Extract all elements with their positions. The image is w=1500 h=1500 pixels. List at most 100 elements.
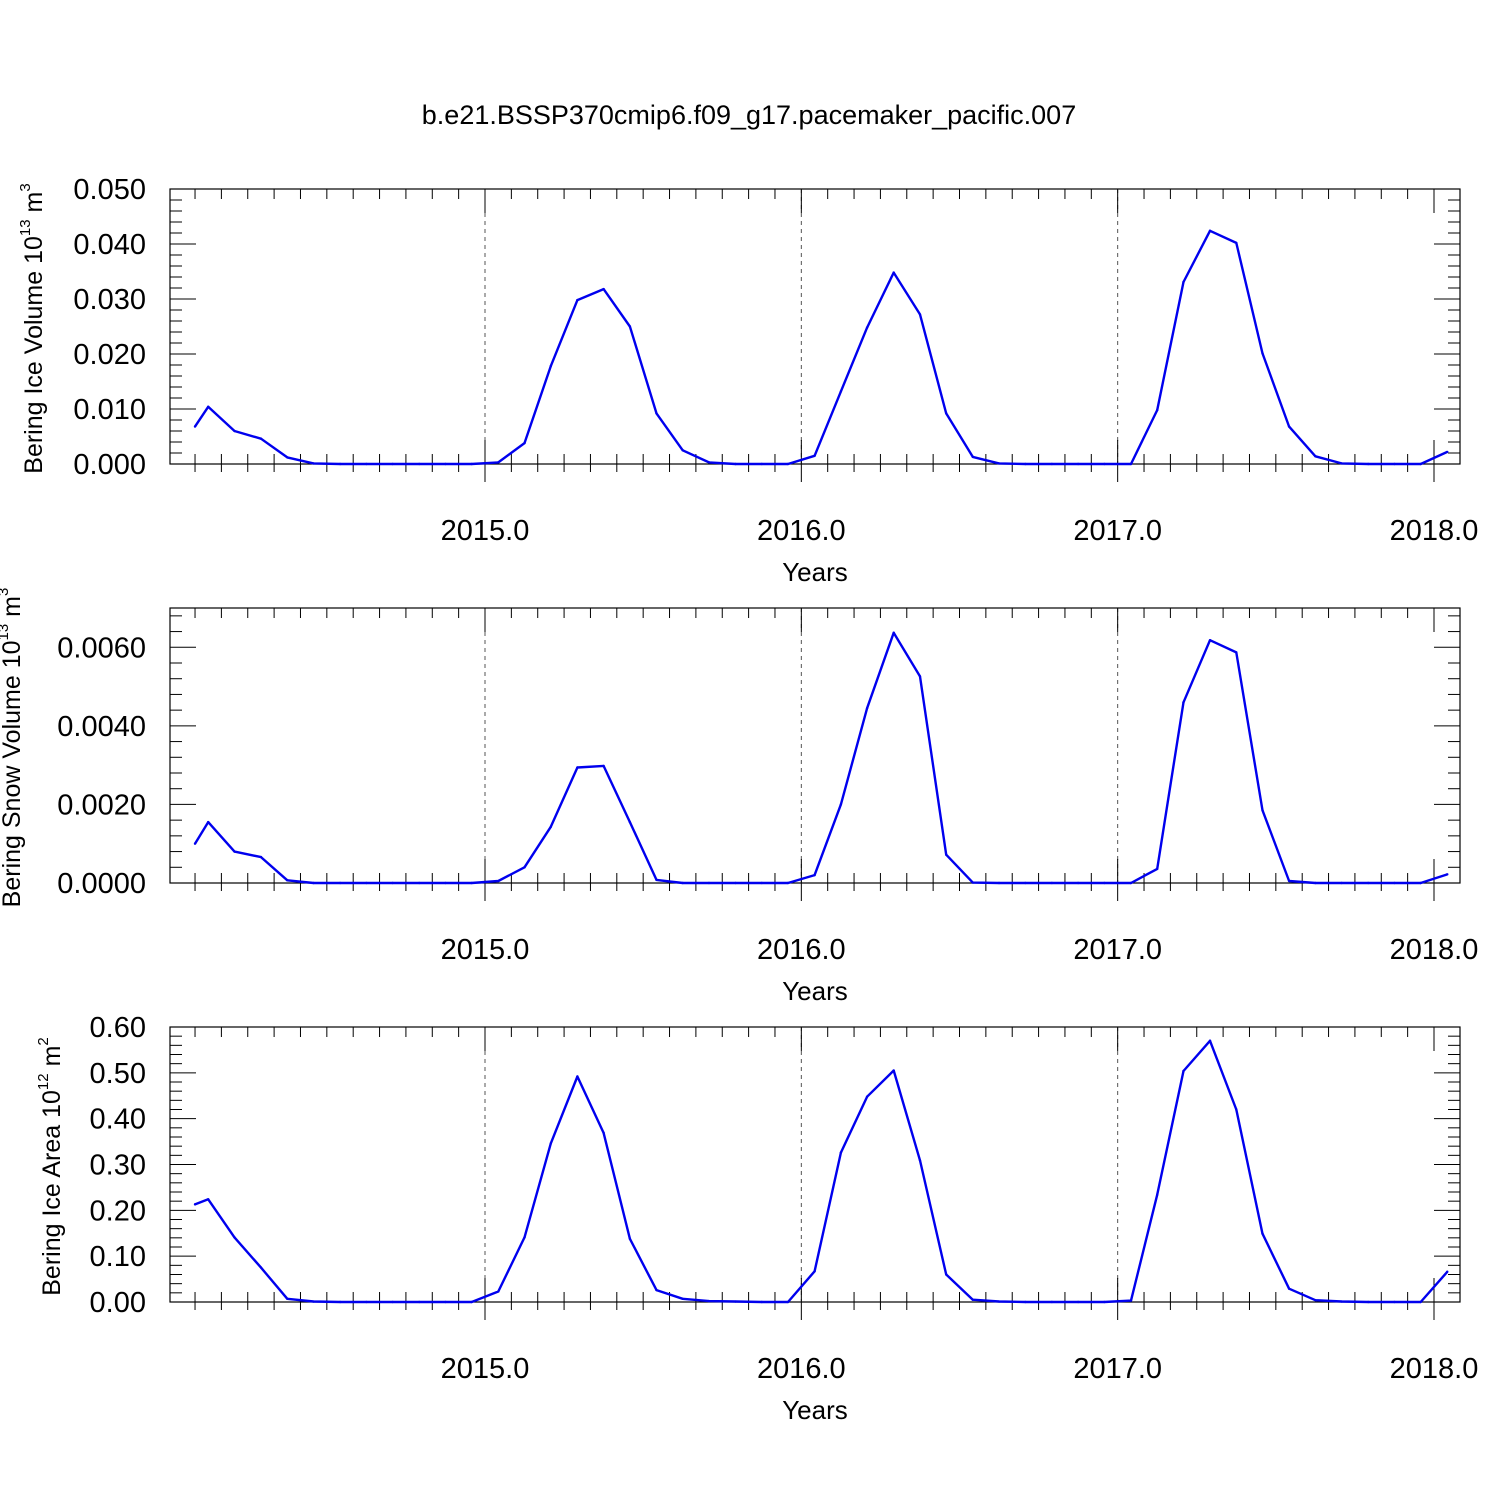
data-point: [760, 462, 763, 466]
data-point: [602, 764, 605, 768]
y-tick-label: 0.020: [73, 339, 146, 371]
data-point: [207, 405, 210, 408]
data-point: [813, 873, 816, 877]
y-axis-label-unit: m: [38, 1046, 66, 1074]
data-point: [1208, 639, 1212, 642]
y-tick-label: 0.30: [90, 1150, 146, 1182]
data-point: [786, 881, 790, 885]
data-point: [1340, 881, 1343, 885]
data-point: [549, 825, 552, 829]
data-point: [207, 1198, 210, 1201]
y-tick-label: 0.0060: [57, 632, 146, 664]
data-point: [1208, 1039, 1212, 1042]
data-point: [997, 1300, 1001, 1303]
data-point: [655, 878, 658, 882]
data-point: [1103, 462, 1106, 466]
data-point: [1156, 867, 1159, 871]
data-point: [1235, 1108, 1238, 1111]
data-point: [707, 461, 711, 464]
panel-3: 0.00 0.10 0.20 0.30 0.40 0.50 0.60 2015.0 2016.0…: [35, 1012, 1478, 1425]
data-point: [971, 1298, 974, 1301]
data-point: [1287, 425, 1291, 428]
data-point: [391, 1300, 394, 1304]
data-point: [233, 429, 236, 433]
x-axis-label: Years: [782, 976, 848, 1006]
y-axis-label-unit: m: [20, 192, 48, 220]
data-point: [865, 1095, 869, 1098]
data-point: [497, 1290, 500, 1293]
data-point: [918, 1159, 922, 1162]
data-point: [193, 425, 197, 428]
x-tick-label: 2017.0: [1073, 934, 1162, 966]
x-tick-label: 2015.0: [441, 934, 530, 966]
y-tick-label: 0.050: [73, 174, 146, 206]
data-point: [418, 1300, 421, 1304]
data-point: [1340, 1300, 1343, 1303]
data-point: [576, 1075, 579, 1078]
data-point: [918, 675, 922, 678]
data-point: [1393, 881, 1396, 885]
data-point: [233, 850, 236, 853]
data-point: [444, 462, 447, 466]
data-point: [523, 1236, 526, 1239]
data-point: [576, 766, 579, 769]
data-point: [1314, 1298, 1317, 1302]
panel-1: 0.000 0.010 0.020 0.030 0.040 0.050 2015.0 2016…: [17, 174, 1478, 587]
data-point: [1182, 1069, 1185, 1073]
data-point: [1340, 462, 1343, 465]
x-tick-label: 2017.0: [1073, 515, 1162, 547]
data-point: [338, 1300, 342, 1304]
data-point: [338, 881, 342, 885]
x-tick-label: 2016.0: [757, 1353, 846, 1385]
data-point: [365, 462, 368, 466]
data-point: [734, 881, 737, 885]
data-point: [523, 866, 526, 869]
data-point: [760, 881, 763, 885]
data-point: [1393, 1300, 1396, 1304]
data-point: [602, 1131, 605, 1135]
data-point: [365, 1300, 368, 1304]
data-point: [971, 881, 974, 884]
data-point: [1419, 1300, 1422, 1304]
data-point: [1235, 241, 1238, 245]
x-tick-label: 2016.0: [757, 934, 846, 966]
data-point: [892, 631, 895, 634]
data-point: [1050, 462, 1054, 466]
data-point: [207, 820, 210, 824]
y-axis-label-exponent: 12: [35, 1073, 52, 1090]
x-tick-label: 2018.0: [1390, 934, 1479, 966]
data-point: [1129, 462, 1133, 466]
data-point: [707, 1299, 711, 1303]
data-point: [892, 271, 895, 274]
data-point: [813, 454, 816, 457]
data-point: [365, 881, 368, 885]
data-point: [1156, 408, 1159, 412]
data-point: [1208, 229, 1212, 232]
y-tick-label: 0.20: [90, 1195, 146, 1227]
data-point: [839, 1151, 843, 1154]
x-tick-label: 2018.0: [1390, 515, 1479, 547]
data-point: [1235, 651, 1238, 654]
y-axis-label-unit-exponent: 2: [35, 1037, 52, 1045]
data-point: [233, 1236, 236, 1239]
data-point: [418, 462, 421, 466]
y-tick-label: 0.0000: [57, 868, 146, 900]
data-point: [971, 455, 974, 459]
y-axis-label-exponent: 13: [0, 624, 12, 641]
data-point: [1419, 462, 1422, 466]
data-point: [497, 461, 500, 464]
data-point: [1287, 879, 1291, 883]
data-point: [1156, 1193, 1159, 1196]
data-point: [707, 881, 711, 885]
y-axis-label-unit: m: [0, 596, 26, 624]
data-point: [444, 1300, 447, 1304]
x-tick-label: 2015.0: [441, 515, 530, 547]
x-tick-label: 2016.0: [757, 515, 846, 547]
data-point: [1024, 881, 1027, 885]
data-point: [193, 1203, 197, 1206]
y-axis-label: Bering Snow Volume 1013 m3: [0, 588, 26, 908]
y-tick-label: 0.40: [90, 1104, 146, 1136]
data-point: [259, 1266, 263, 1269]
data-point: [549, 364, 552, 368]
y-axis-label-unit-exponent: 3: [0, 588, 12, 596]
